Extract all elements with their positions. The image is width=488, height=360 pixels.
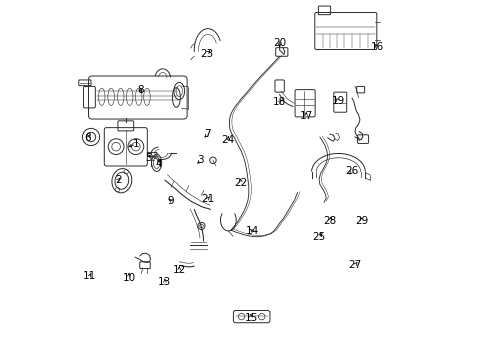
- Text: 8: 8: [137, 85, 143, 95]
- Text: 4: 4: [156, 159, 162, 169]
- Text: 18: 18: [272, 97, 285, 107]
- Text: 21: 21: [201, 194, 214, 204]
- Text: 20: 20: [272, 38, 285, 48]
- Text: 12: 12: [172, 265, 185, 275]
- Text: 25: 25: [312, 232, 325, 242]
- Text: 26: 26: [345, 166, 358, 176]
- Text: 14: 14: [245, 226, 259, 236]
- Text: 13: 13: [158, 277, 171, 287]
- Text: 10: 10: [122, 273, 135, 283]
- Text: 9: 9: [167, 196, 174, 206]
- Text: 17: 17: [299, 111, 312, 121]
- Text: 2: 2: [115, 175, 122, 185]
- Text: 15: 15: [244, 313, 257, 323]
- Text: 29: 29: [355, 216, 368, 226]
- Text: 23: 23: [200, 49, 213, 59]
- Text: 24: 24: [221, 135, 235, 145]
- Text: 1: 1: [133, 139, 139, 149]
- Text: 16: 16: [370, 42, 383, 52]
- Text: 6: 6: [84, 133, 91, 143]
- Text: 27: 27: [347, 260, 361, 270]
- Text: 5: 5: [145, 153, 151, 163]
- Text: 22: 22: [234, 178, 247, 188]
- Text: 3: 3: [197, 155, 203, 165]
- Text: 7: 7: [204, 129, 211, 139]
- Text: 28: 28: [323, 216, 336, 226]
- Text: 11: 11: [83, 271, 96, 281]
- Text: 19: 19: [331, 96, 345, 106]
